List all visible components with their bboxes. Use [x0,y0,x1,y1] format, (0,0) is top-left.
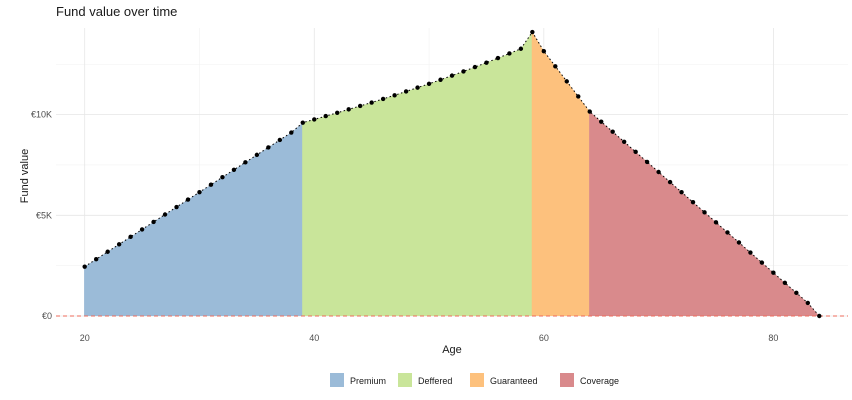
data-point [633,149,638,155]
x-tick-label: 40 [309,333,319,343]
data-point [300,120,305,125]
data-point [312,117,317,122]
area-deffered [302,32,533,316]
data-point [369,100,374,105]
data-point [644,159,650,165]
data-point [621,139,627,144]
data-point [484,60,489,65]
data-point [518,46,524,51]
data-point [679,189,684,195]
data-point [713,220,719,225]
data-point [426,81,432,86]
data-point [174,204,179,210]
y-axis-title: Fund value [19,149,31,203]
data-point [82,264,87,269]
legend-label-coverage: Coverage [580,376,619,386]
data-point [208,182,214,187]
data-point [197,189,202,195]
data-point [576,94,581,99]
data-point [461,69,466,74]
legend-swatch-premium [330,373,344,387]
legend-swatch-guaranteed [470,373,484,387]
data-point [794,290,799,296]
data-point [736,240,742,245]
data-point [357,103,363,109]
data-point [323,113,328,119]
x-axis-title: Age [442,344,462,356]
data-point [553,64,558,69]
y-tick-label: €10K [31,110,52,120]
data-point [254,152,260,158]
data-point [564,79,569,84]
data-point [530,29,535,35]
legend-swatch-deffered [398,373,412,387]
data-point [587,109,592,114]
data-point [495,55,501,61]
data-point [93,257,99,262]
data-point [438,77,443,82]
data-point [289,130,294,135]
x-tick-label: 60 [539,333,549,343]
data-point [403,89,409,94]
data-point [725,230,730,235]
data-point [599,119,604,124]
data-point [277,137,283,143]
data-point [392,93,397,98]
data-point [759,260,765,265]
data-point [266,145,271,150]
data-point [690,200,696,205]
data-point [507,51,512,56]
x-tick-label: 20 [80,333,90,343]
area-guaranteed [532,32,590,316]
legend-label-premium: Premium [350,376,386,386]
y-tick-label: €0 [42,311,52,321]
data-point [380,96,386,102]
data-point [139,227,145,232]
tick-layer: 20 40 60 80 €0 €5K €10K [31,110,778,343]
data-point [656,169,661,175]
area-premium [84,122,303,316]
data-point [771,270,776,275]
data-point [748,250,753,255]
data-point [702,210,707,215]
data-point [105,249,110,254]
data-point [116,242,122,247]
data-point [782,280,788,285]
data-point [346,107,351,112]
data-point [335,110,340,115]
data-point [185,197,191,202]
legend-swatch-coverage [560,373,574,387]
data-point [805,300,811,306]
x-tick-label: 80 [768,333,778,343]
chart-title: Fund value over time [56,4,177,19]
data-point [667,179,673,185]
data-point [151,219,156,225]
data-point [610,129,615,134]
data-point [162,212,168,217]
line-layer [84,31,820,317]
data-point [231,167,237,172]
area-layer [84,32,820,317]
data-point [243,160,248,165]
legend: Premium Deffered Guaranteed Coverage [330,373,619,387]
data-point [220,175,225,180]
data-point [449,73,455,78]
data-point [472,64,478,70]
data-point [817,313,822,319]
legend-label-guaranteed: Guaranteed [490,376,538,386]
point-layer [82,29,822,319]
data-point [128,234,133,240]
data-point [541,48,547,54]
legend-label-deffered: Deffered [418,376,452,386]
y-tick-label: €5K [36,210,52,220]
data-point [415,85,420,90]
series-line [84,31,820,317]
